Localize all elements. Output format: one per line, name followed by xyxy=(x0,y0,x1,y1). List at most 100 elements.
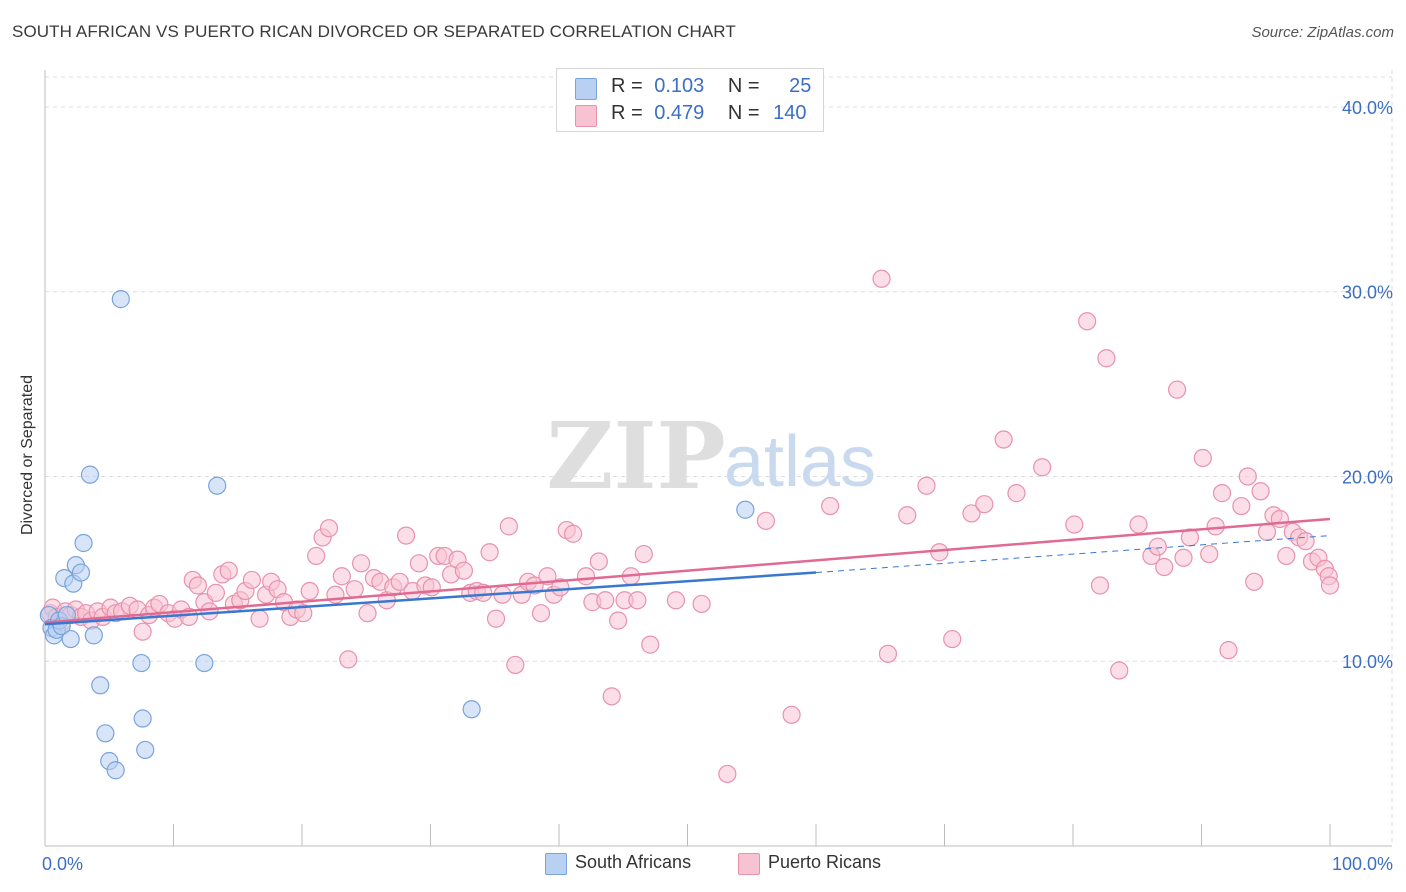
r-label: R = xyxy=(611,75,643,97)
y-tick-label: 10.0% xyxy=(1342,652,1393,672)
puerto-rican-point xyxy=(1090,576,1110,595)
puerto-rican-point xyxy=(358,604,377,623)
source-credit: Source: ZipAtlas.com xyxy=(1251,24,1394,41)
puerto-rican-point xyxy=(396,526,416,545)
correlation-legend: R = 0.103 N = 25 R = 0.479 N = 140 xyxy=(556,68,824,132)
puerto-rican-point xyxy=(1206,517,1225,536)
south-african-point xyxy=(132,653,151,673)
puerto-rican-point xyxy=(1110,661,1129,680)
south-african-point xyxy=(74,533,93,553)
puerto-rican-point xyxy=(422,578,441,597)
puerto-rican-point xyxy=(1065,515,1084,534)
south-african-point xyxy=(61,629,80,649)
south-african-point xyxy=(84,626,103,645)
puerto-rican-point xyxy=(1238,467,1257,486)
puerto-rican-point xyxy=(1270,509,1289,529)
south-africans-points xyxy=(39,290,755,780)
n-value: 140 xyxy=(773,102,807,124)
puerto-rican-point xyxy=(962,504,981,523)
watermark-zip-text: ZIP xyxy=(546,402,725,510)
puerto-rican-point xyxy=(634,544,653,564)
legend-label: Puerto Ricans xyxy=(768,852,882,872)
puerto-rican-point xyxy=(589,552,608,571)
axes xyxy=(44,70,1392,847)
puerto-rican-point xyxy=(506,655,525,675)
puerto-rican-point xyxy=(782,705,801,724)
puerto-rican-point xyxy=(641,635,660,654)
n-value: 25 xyxy=(789,75,812,97)
pink-swatch xyxy=(575,105,597,127)
watermark: ZIP atlas xyxy=(546,402,876,510)
legend-row-text: R = 0.103 N = 25 xyxy=(611,75,811,98)
puerto-rican-point xyxy=(602,687,621,706)
r-value: 0.479 xyxy=(654,102,705,124)
puerto-rican-point xyxy=(1257,522,1277,542)
r-label: R = xyxy=(611,102,643,124)
puerto-rican-point xyxy=(898,506,917,525)
puerto-rican-point xyxy=(531,604,551,623)
puerto-rican-point xyxy=(319,519,339,538)
south-african-point xyxy=(91,676,110,695)
puerto-rican-point xyxy=(1174,548,1193,567)
trend-lines xyxy=(44,517,1331,626)
n-label: N = xyxy=(727,102,760,124)
y-tick-label: 20.0% xyxy=(1342,467,1393,487)
puerto-rican-point xyxy=(1232,496,1251,516)
n-label: N = xyxy=(727,75,760,97)
puerto-rican-point xyxy=(1033,458,1052,477)
south-african-point xyxy=(136,740,155,760)
puerto-rican-point xyxy=(390,572,409,591)
pink-swatch xyxy=(738,853,760,875)
puerto-rican-point xyxy=(525,576,544,595)
x-tick-label-max: 100.0% xyxy=(1332,854,1393,874)
puerto-rican-point xyxy=(1097,349,1116,368)
puerto-rican-point xyxy=(499,517,518,536)
tick-labels: 10.0% 20.0% 30.0% 40.0% 0.0% 100.0% xyxy=(42,98,1393,874)
south-african-point xyxy=(195,653,214,673)
puerto-rican-point xyxy=(133,622,152,641)
puerto-rican-point xyxy=(332,567,351,586)
south-african-point xyxy=(111,290,130,309)
puerto-rican-point xyxy=(179,607,199,626)
south-african-point xyxy=(96,724,115,743)
puerto-rican-point xyxy=(596,591,615,610)
puerto-rican-point xyxy=(821,496,840,516)
south-african-point xyxy=(71,563,91,582)
puerto-rican-point xyxy=(1193,448,1212,468)
puerto-rican-point xyxy=(486,609,506,628)
south-african-point xyxy=(133,709,152,728)
puerto-rican-point xyxy=(917,476,936,495)
puerto-rican-point xyxy=(1320,576,1340,595)
puerto-rican-point xyxy=(188,576,208,595)
south-africans-trend-extension xyxy=(815,535,1331,574)
puerto-rican-point xyxy=(609,611,628,630)
puerto-rican-point xyxy=(339,650,358,669)
puerto-rican-point xyxy=(576,567,596,586)
puerto-rican-point xyxy=(1200,544,1219,564)
puerto-rican-point xyxy=(1148,537,1167,556)
puerto-rican-point xyxy=(1007,484,1026,503)
puerto-rican-point xyxy=(1167,380,1187,399)
south-african-point xyxy=(106,761,125,780)
puerto-rican-point xyxy=(250,609,269,628)
puerto-rican-point xyxy=(1078,312,1097,331)
grid-lines xyxy=(45,70,1393,846)
puerto-rican-point xyxy=(294,604,313,623)
puerto-rican-point xyxy=(345,580,364,599)
blue-swatch xyxy=(575,78,597,100)
y-tick-label: 30.0% xyxy=(1342,283,1393,303)
puerto-rican-point xyxy=(930,543,949,562)
puerto-rican-point xyxy=(1296,532,1315,551)
legend-row-text: R = 0.479 N = 140 xyxy=(611,102,807,125)
south-african-point xyxy=(80,465,100,484)
puerto-rican-point xyxy=(300,581,319,601)
puerto-rican-point xyxy=(692,594,711,614)
puerto-rican-point xyxy=(219,561,238,580)
south-african-point xyxy=(736,500,755,519)
puerto-rican-point xyxy=(352,554,371,573)
puerto-rican-point xyxy=(1251,482,1270,501)
puerto-rican-point xyxy=(1155,557,1174,577)
puerto-rican-point xyxy=(551,578,570,597)
puerto-ricans-points xyxy=(41,269,1340,784)
